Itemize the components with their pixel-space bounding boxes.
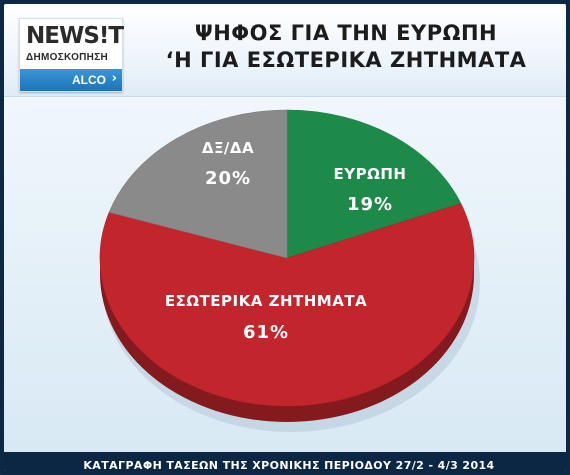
logo-pollster: ALCO <box>72 73 106 87</box>
footer-bar: ΚΑΤΑΓΡΑΦΗ ΤΑΣΕΩΝ ΤΗΣ ΧΡΟΝΙΚΗΣ ΠΕΡΙΟΔΟΥ 2… <box>4 452 566 472</box>
pie-slice-0 <box>286 109 462 259</box>
logo-pollster-bar: ALCO › <box>20 69 122 91</box>
pie-chart: ΕΥΡΩΠΗ 19% ΕΣΩΤΕΡΙΚΑ ΖΗΤΗΜΑΤΑ 61% ΔΞ/ΔΑ 20% <box>99 109 480 432</box>
pie-slice-2 <box>108 109 288 259</box>
footer-period-text: ΚΑΤΑΓΡΑΦΗ ΤΑΣΕΩΝ ΤΗΣ ΧΡΟΝΙΚΗΣ ΠΕΡΙΟΔΟΥ 2… <box>83 459 495 472</box>
pie-slice-1 <box>99 203 475 407</box>
slice-value-2: 20% <box>205 168 251 189</box>
slice-label-0: ΕΥΡΩΠΗ <box>334 165 407 183</box>
chevron-right-icon: › <box>111 71 117 86</box>
slice-value-0: 19% <box>347 194 393 215</box>
slice-label-2: ΔΞ/ΔΑ <box>202 139 254 157</box>
slice-label-1: ΕΣΩΤΕΡΙΚΑ ΖΗΤΗΜΑΤΑ <box>165 292 367 310</box>
chart-title-line-2: ‘Η ΓΙΑ ΕΣΩΤΕΡΙΚΑ ΖΗΤΗΜΑΤΑ <box>165 48 527 72</box>
logo-subtitle: ΔΗΜΟΣΚΟΠΗΣΗ <box>26 52 109 63</box>
logo-brand: NEWS!T <box>26 23 124 49</box>
slice-value-1: 61% <box>243 322 289 343</box>
chart-title-line-1: ΨΗΦΟΣ ΓΙΑ ΤΗΝ ΕΥΡΩΠΗ <box>194 21 498 45</box>
newsit-logo: NEWS!T ΔΗΜΟΣΚΟΠΗΣΗ ALCO › <box>19 18 124 92</box>
chart-title: ΨΗΦΟΣ ΓΙΑ ΤΗΝ ΕΥΡΩΠΗ ‘Η ΓΙΑ ΕΣΩΤΕΡΙΚΑ ΖΗ… <box>146 20 546 74</box>
